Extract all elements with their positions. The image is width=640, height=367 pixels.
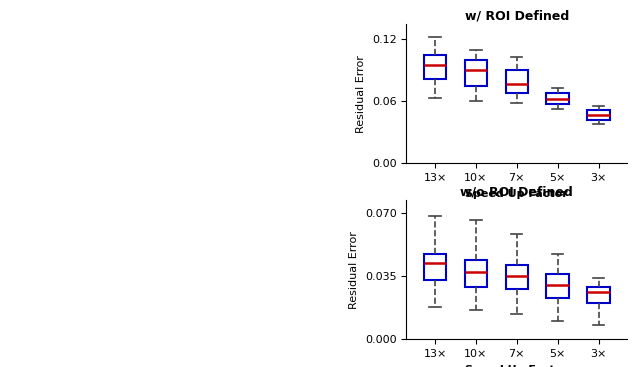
X-axis label: Speed Up Factor: Speed Up Factor bbox=[465, 365, 568, 367]
PathPatch shape bbox=[588, 110, 610, 120]
PathPatch shape bbox=[547, 93, 569, 105]
X-axis label: Speed Up Factor: Speed Up Factor bbox=[465, 189, 568, 199]
PathPatch shape bbox=[465, 60, 487, 86]
PathPatch shape bbox=[588, 287, 610, 303]
Title: w/ ROI Defined: w/ ROI Defined bbox=[465, 10, 569, 23]
PathPatch shape bbox=[424, 254, 446, 280]
PathPatch shape bbox=[547, 274, 569, 298]
PathPatch shape bbox=[424, 55, 446, 79]
Title: w/o ROI Defined: w/o ROI Defined bbox=[460, 186, 573, 199]
Y-axis label: Residual Error: Residual Error bbox=[356, 55, 366, 132]
PathPatch shape bbox=[506, 70, 528, 93]
Y-axis label: Residual Error: Residual Error bbox=[349, 231, 360, 309]
PathPatch shape bbox=[506, 265, 528, 289]
PathPatch shape bbox=[465, 260, 487, 287]
